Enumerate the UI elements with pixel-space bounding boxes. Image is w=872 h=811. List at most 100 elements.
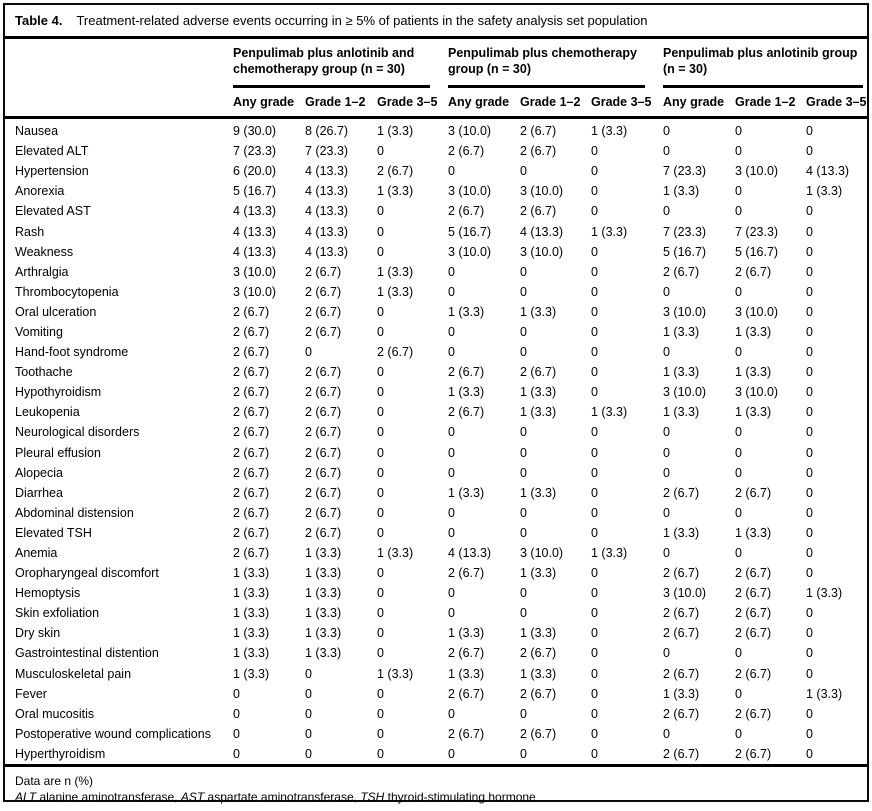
adverse-event-name: Oral ulceration bbox=[15, 304, 97, 319]
value-cell: 0 bbox=[377, 646, 384, 661]
value-cell: 3 (10.0) bbox=[520, 244, 564, 259]
adverse-event-name: Dry skin bbox=[15, 626, 61, 641]
value-cell: 2 (6.7) bbox=[520, 124, 557, 139]
value-cell: 1 (3.3) bbox=[448, 666, 485, 681]
value-cell: 4 (13.3) bbox=[233, 224, 277, 239]
value-cell: 0 bbox=[735, 425, 742, 440]
value-cell: 0 bbox=[663, 284, 670, 299]
value-cell: 0 bbox=[735, 465, 742, 480]
table-row: Musculoskeletal pain 1 (3.3) 0 1 (3.3) 1 (3.… bbox=[5, 664, 867, 684]
value-cell: 0 bbox=[305, 345, 312, 360]
value-cell: 1 (3.3) bbox=[448, 485, 485, 500]
adverse-event-name: Hand-foot syndrome bbox=[15, 345, 129, 360]
value-cell: 3 (10.0) bbox=[520, 184, 564, 199]
value-cell: 1 (3.3) bbox=[305, 646, 342, 661]
value-cell: 0 bbox=[591, 525, 598, 540]
col-header-g1-grade-3-5: Grade 3–5 bbox=[377, 95, 438, 109]
value-cell: 7 (23.3) bbox=[305, 144, 349, 159]
table-caption: Treatment-related adverse events occurri… bbox=[76, 13, 648, 28]
value-cell: 1 (3.3) bbox=[520, 626, 557, 641]
value-cell: 1 (3.3) bbox=[377, 184, 414, 199]
adverse-event-name: Postoperative wound complications bbox=[15, 726, 211, 741]
value-cell: 1 (3.3) bbox=[377, 284, 414, 299]
value-cell: 1 (3.3) bbox=[591, 405, 628, 420]
value-cell: 0 bbox=[591, 244, 598, 259]
value-cell: 1 (3.3) bbox=[233, 626, 270, 641]
value-cell: 0 bbox=[448, 324, 455, 339]
table-row: Oral ulceration 2 (6.7) 2 (6.7) 0 1 (3.3) 1 (… bbox=[5, 302, 867, 322]
col-header-g1-grade-1-2: Grade 1–2 bbox=[305, 95, 366, 109]
value-cell: 0 bbox=[305, 666, 312, 681]
value-cell: 0 bbox=[806, 505, 813, 520]
adverse-event-name: Elevated AST bbox=[15, 204, 91, 219]
abbr-ast-definition: aspartate aminotransferase, bbox=[204, 789, 361, 804]
value-cell: 1 (3.3) bbox=[377, 666, 414, 681]
value-cell: 0 bbox=[377, 566, 384, 581]
value-cell: 2 (6.7) bbox=[305, 324, 342, 339]
value-cell: 0 bbox=[591, 284, 598, 299]
value-cell: 0 bbox=[806, 144, 813, 159]
table-row: Diarrhea 2 (6.7) 2 (6.7) 0 1 (3.3) 1 (3.3) 0 2 … bbox=[5, 483, 867, 503]
value-cell: 2 (6.7) bbox=[735, 606, 772, 621]
value-cell: 0 bbox=[377, 244, 384, 259]
value-cell: 2 (6.7) bbox=[233, 405, 270, 420]
value-cell: 5 (16.7) bbox=[448, 224, 492, 239]
value-cell: 0 bbox=[663, 425, 670, 440]
value-cell: 0 bbox=[806, 425, 813, 440]
value-cell: 4 (13.3) bbox=[520, 224, 564, 239]
table-row: Leukopenia 2 (6.7) 2 (6.7) 0 2 (6.7) 1 (3.3) 1… bbox=[5, 402, 867, 422]
value-cell: 0 bbox=[520, 586, 527, 601]
table-row: Hypothyroidism 2 (6.7) 2 (6.7) 0 1 (3.3) 1 (3… bbox=[5, 382, 867, 402]
value-cell: 0 bbox=[448, 264, 455, 279]
value-cell: 4 (13.3) bbox=[305, 204, 349, 219]
value-cell: 3 (10.0) bbox=[735, 164, 779, 179]
value-cell: 0 bbox=[591, 746, 598, 761]
value-cell: 3 (10.0) bbox=[520, 546, 564, 561]
value-cell: 1 (3.3) bbox=[305, 626, 342, 641]
value-cell: 1 (3.3) bbox=[520, 666, 557, 681]
value-cell: 0 bbox=[663, 144, 670, 159]
table-row: Thrombocytopenia 3 (10.0) 2 (6.7) 1 (3.3) 0 0… bbox=[5, 282, 867, 302]
value-cell: 0 bbox=[305, 686, 312, 701]
value-cell: 8 (26.7) bbox=[305, 124, 349, 139]
value-cell: 0 bbox=[806, 525, 813, 540]
value-cell: 4 (13.3) bbox=[806, 164, 850, 179]
table-row: Abdominal distension 2 (6.7) 2 (6.7) 0 0 0 0 0 0… bbox=[5, 503, 867, 523]
value-cell: 2 (6.7) bbox=[448, 144, 485, 159]
value-cell: 2 (6.7) bbox=[448, 365, 485, 380]
value-cell: 0 bbox=[735, 445, 742, 460]
value-cell: 0 bbox=[448, 586, 455, 601]
value-cell: 2 (6.7) bbox=[233, 304, 270, 319]
value-cell: 0 bbox=[520, 505, 527, 520]
value-cell: 0 bbox=[591, 606, 598, 621]
value-cell: 0 bbox=[377, 224, 384, 239]
value-cell: 5 (16.7) bbox=[663, 244, 707, 259]
value-cell: 0 bbox=[806, 606, 813, 621]
value-cell: 0 bbox=[663, 124, 670, 139]
value-cell: 2 (6.7) bbox=[305, 485, 342, 500]
value-cell: 2 (6.7) bbox=[305, 365, 342, 380]
group-header-anlotinib: Penpulimab plus anlotinib group (n = 30) bbox=[663, 46, 863, 88]
value-cell: 2 (6.7) bbox=[233, 345, 270, 360]
value-cell: 0 bbox=[448, 164, 455, 179]
adverse-event-name: Rash bbox=[15, 224, 45, 239]
value-cell: 0 bbox=[663, 445, 670, 460]
group-header-spacer bbox=[15, 46, 233, 88]
value-cell: 0 bbox=[663, 546, 670, 561]
value-cell: 5 (16.7) bbox=[233, 184, 277, 199]
value-cell: 0 bbox=[806, 465, 813, 480]
value-cell: 0 bbox=[591, 164, 598, 179]
value-cell: 3 (10.0) bbox=[663, 385, 707, 400]
value-cell: 0 bbox=[520, 345, 527, 360]
col-header-g3-grade-3-5: Grade 3–5 bbox=[806, 95, 867, 109]
value-cell: 0 bbox=[377, 706, 384, 721]
value-cell: 2 (6.7) bbox=[305, 445, 342, 460]
value-cell: 1 (3.3) bbox=[591, 546, 628, 561]
adverse-event-name: Thrombocytopenia bbox=[15, 284, 119, 299]
value-cell: 4 (13.3) bbox=[305, 184, 349, 199]
adverse-event-name: Gastrointestinal distention bbox=[15, 646, 159, 661]
value-cell: 2 (6.7) bbox=[448, 646, 485, 661]
table-row: Postoperative wound complications 0 0 0 2 (6… bbox=[5, 724, 867, 744]
value-cell: 1 (3.3) bbox=[735, 324, 772, 339]
value-cell: 2 (6.7) bbox=[520, 726, 557, 741]
